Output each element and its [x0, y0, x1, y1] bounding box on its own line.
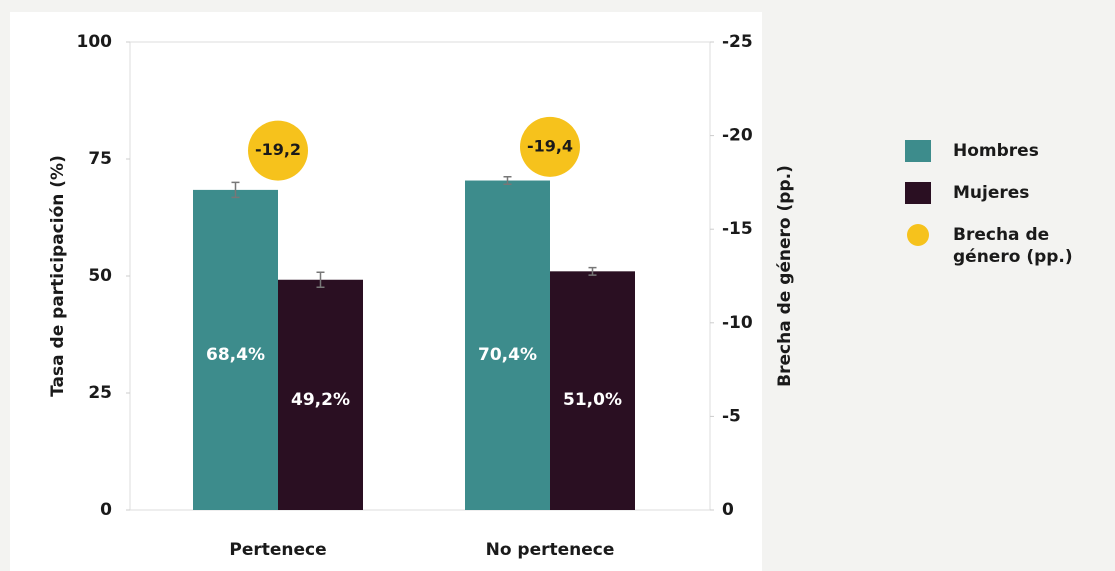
x-tick-label: Pertenece: [229, 540, 326, 560]
y2-tick-label: -20: [722, 126, 753, 146]
y2-tick-label: -25: [722, 32, 753, 52]
gap-label: -19,4: [527, 136, 573, 155]
value-label: 51,0%: [563, 390, 622, 410]
error-bar: [316, 271, 325, 288]
y-tick-label: 50: [88, 266, 112, 286]
y-tick-label: 100: [77, 32, 113, 52]
value-label: 49,2%: [291, 390, 350, 410]
y-tick-label: 0: [100, 500, 112, 520]
bar: [278, 279, 363, 510]
legend-item: Mujeres: [905, 182, 1115, 204]
legend-label: Mujeres: [953, 183, 1030, 203]
legend-label: Hombres: [953, 141, 1039, 161]
legend-swatch: [905, 182, 931, 204]
y2-tick-label: -15: [722, 219, 753, 239]
error-bar: [231, 181, 240, 199]
gap-label: -19,2: [255, 140, 301, 159]
value-label: 70,4%: [478, 345, 537, 365]
y2-tick-label: -5: [722, 406, 741, 426]
x-tick-label: No pertenece: [486, 540, 615, 560]
panel: [10, 12, 762, 571]
legend-swatch: [905, 140, 931, 162]
error-bar: [588, 266, 597, 276]
y-axis-label: Tasa de participación (%): [48, 155, 68, 397]
bar: [550, 271, 635, 510]
gap-bubble: [520, 116, 580, 177]
legend-label: Brecha de género (pp.): [953, 225, 1073, 267]
y-tick-label: 25: [88, 383, 112, 403]
y2-tick-label: -10: [722, 313, 753, 333]
legend-swatch: [907, 224, 929, 246]
legend: Hombres Mujeres Brecha de género (pp.): [905, 140, 1115, 288]
value-label: 68,4%: [206, 345, 265, 365]
error-bar: [503, 176, 512, 186]
y2-tick-label: 0: [722, 500, 734, 520]
y2-axis-label: Brecha de género (pp.): [775, 165, 795, 387]
gap-bubble: [248, 120, 308, 181]
legend-item: Hombres: [905, 140, 1115, 162]
legend-item: Brecha de género (pp.): [905, 224, 1115, 268]
bar: [193, 189, 278, 510]
bar: [465, 180, 550, 510]
y-tick-label: 75: [88, 149, 112, 169]
